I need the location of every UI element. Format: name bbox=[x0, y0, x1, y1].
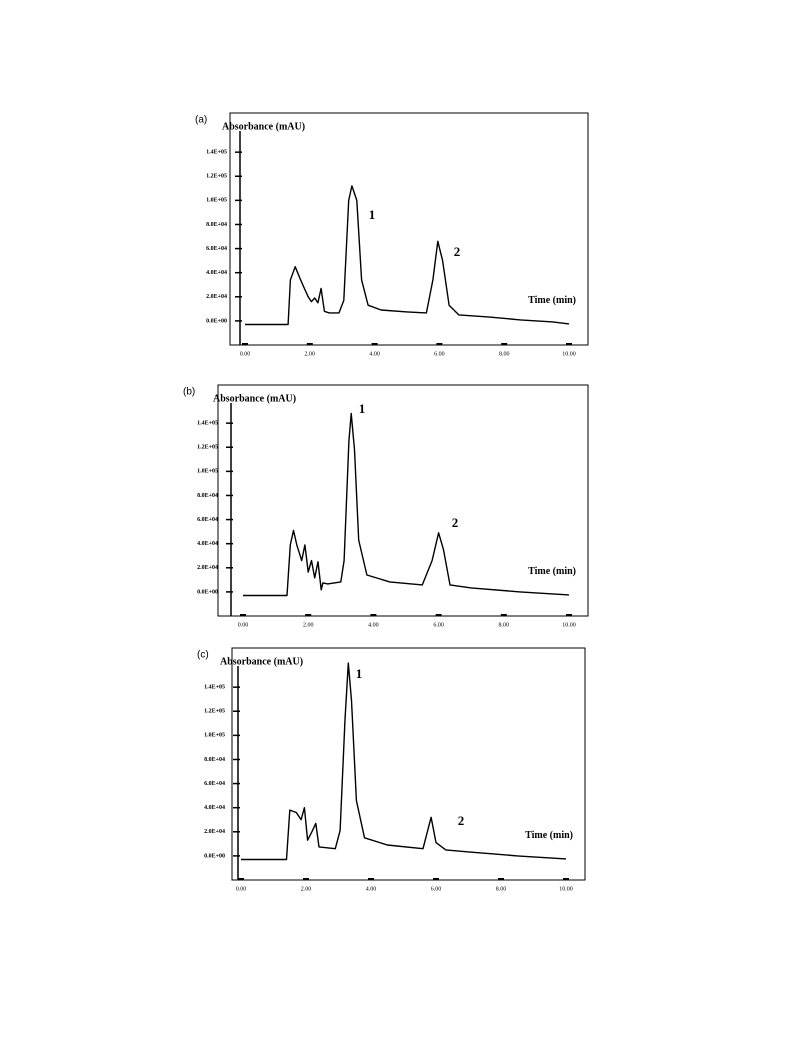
y-tick-label: 1.4E+05 bbox=[204, 685, 225, 691]
y-tick-label: 4.0E+04 bbox=[206, 270, 227, 276]
y-tick-label: 8.0E+04 bbox=[206, 222, 227, 228]
x-tick-label: 2.00 bbox=[303, 622, 314, 628]
x-tick-label: 6.00 bbox=[434, 351, 445, 357]
x-tick-label: 2.00 bbox=[305, 351, 316, 357]
x-axis-label: Time (min) bbox=[525, 830, 573, 841]
y-tick-label: 2.0E+04 bbox=[197, 565, 218, 571]
y-tick-label: 1.4E+05 bbox=[197, 421, 218, 427]
y-tick-label: 1.4E+05 bbox=[206, 150, 227, 156]
y-tick-label: 4.0E+04 bbox=[197, 541, 218, 547]
x-tick-label: 4.00 bbox=[366, 886, 377, 892]
trace bbox=[241, 662, 567, 861]
peak-label: 2 bbox=[454, 244, 461, 259]
x-tick-label: 10.00 bbox=[559, 886, 573, 892]
y-tick-label: 6.0E+04 bbox=[197, 517, 218, 523]
x-tick-label: 0.00 bbox=[238, 622, 249, 628]
y-tick-label: 0.0E+00 bbox=[197, 589, 218, 595]
peak-label: 1 bbox=[359, 401, 366, 416]
trace bbox=[245, 185, 570, 326]
x-tick-label: 8.00 bbox=[496, 886, 507, 892]
panel-label: (c) bbox=[197, 650, 209, 661]
y-axis-label: Absorbance (mAU) bbox=[222, 121, 305, 132]
y-tick-label: 0.0E+00 bbox=[206, 318, 227, 324]
peak-label: 1 bbox=[369, 207, 376, 222]
y-tick-label: 8.0E+04 bbox=[197, 493, 218, 499]
x-tick-label: 0.00 bbox=[236, 886, 247, 892]
peak-label: 2 bbox=[458, 813, 465, 828]
x-tick-label: 10.00 bbox=[562, 622, 576, 628]
y-axis-label: Absorbance (mAU) bbox=[213, 393, 296, 404]
y-tick-label: 1.0E+05 bbox=[206, 198, 227, 204]
trace bbox=[243, 412, 570, 597]
y-tick-label: 1.0E+05 bbox=[197, 469, 218, 475]
y-tick-label: 6.0E+04 bbox=[206, 246, 227, 252]
x-tick-label: 8.00 bbox=[499, 622, 510, 628]
x-tick-label: 0.00 bbox=[240, 351, 251, 357]
x-axis-label: Time (min) bbox=[528, 295, 576, 306]
y-tick-label: 1.2E+05 bbox=[206, 174, 227, 180]
peak-label: 1 bbox=[356, 666, 363, 681]
y-tick-label: 2.0E+04 bbox=[204, 829, 225, 835]
frame bbox=[231, 647, 586, 881]
y-tick-label: 4.0E+04 bbox=[204, 805, 225, 811]
y-tick-label: 8.0E+04 bbox=[204, 757, 225, 763]
x-tick-label: 2.00 bbox=[301, 886, 312, 892]
y-tick-label: 6.0E+04 bbox=[204, 781, 225, 787]
y-tick-label: 1.0E+05 bbox=[204, 733, 225, 739]
panel-label: (a) bbox=[195, 115, 207, 126]
frame bbox=[229, 112, 589, 346]
x-tick-label: 4.00 bbox=[369, 351, 380, 357]
y-tick-label: 1.2E+05 bbox=[197, 445, 218, 451]
x-tick-label: 8.00 bbox=[499, 351, 510, 357]
x-tick-label: 6.00 bbox=[431, 886, 442, 892]
y-tick-label: 0.0E+00 bbox=[204, 853, 225, 859]
y-tick-label: 1.2E+05 bbox=[204, 709, 225, 715]
y-axis-label: Absorbance (mAU) bbox=[220, 656, 303, 667]
panel-label: (b) bbox=[183, 387, 195, 398]
y-tick-label: 2.0E+04 bbox=[206, 294, 227, 300]
peak-label: 2 bbox=[452, 515, 459, 530]
x-tick-label: 4.00 bbox=[368, 622, 379, 628]
x-tick-label: 10.00 bbox=[562, 351, 576, 357]
x-axis-label: Time (min) bbox=[528, 566, 576, 577]
x-tick-label: 6.00 bbox=[433, 622, 444, 628]
frame bbox=[217, 384, 589, 617]
